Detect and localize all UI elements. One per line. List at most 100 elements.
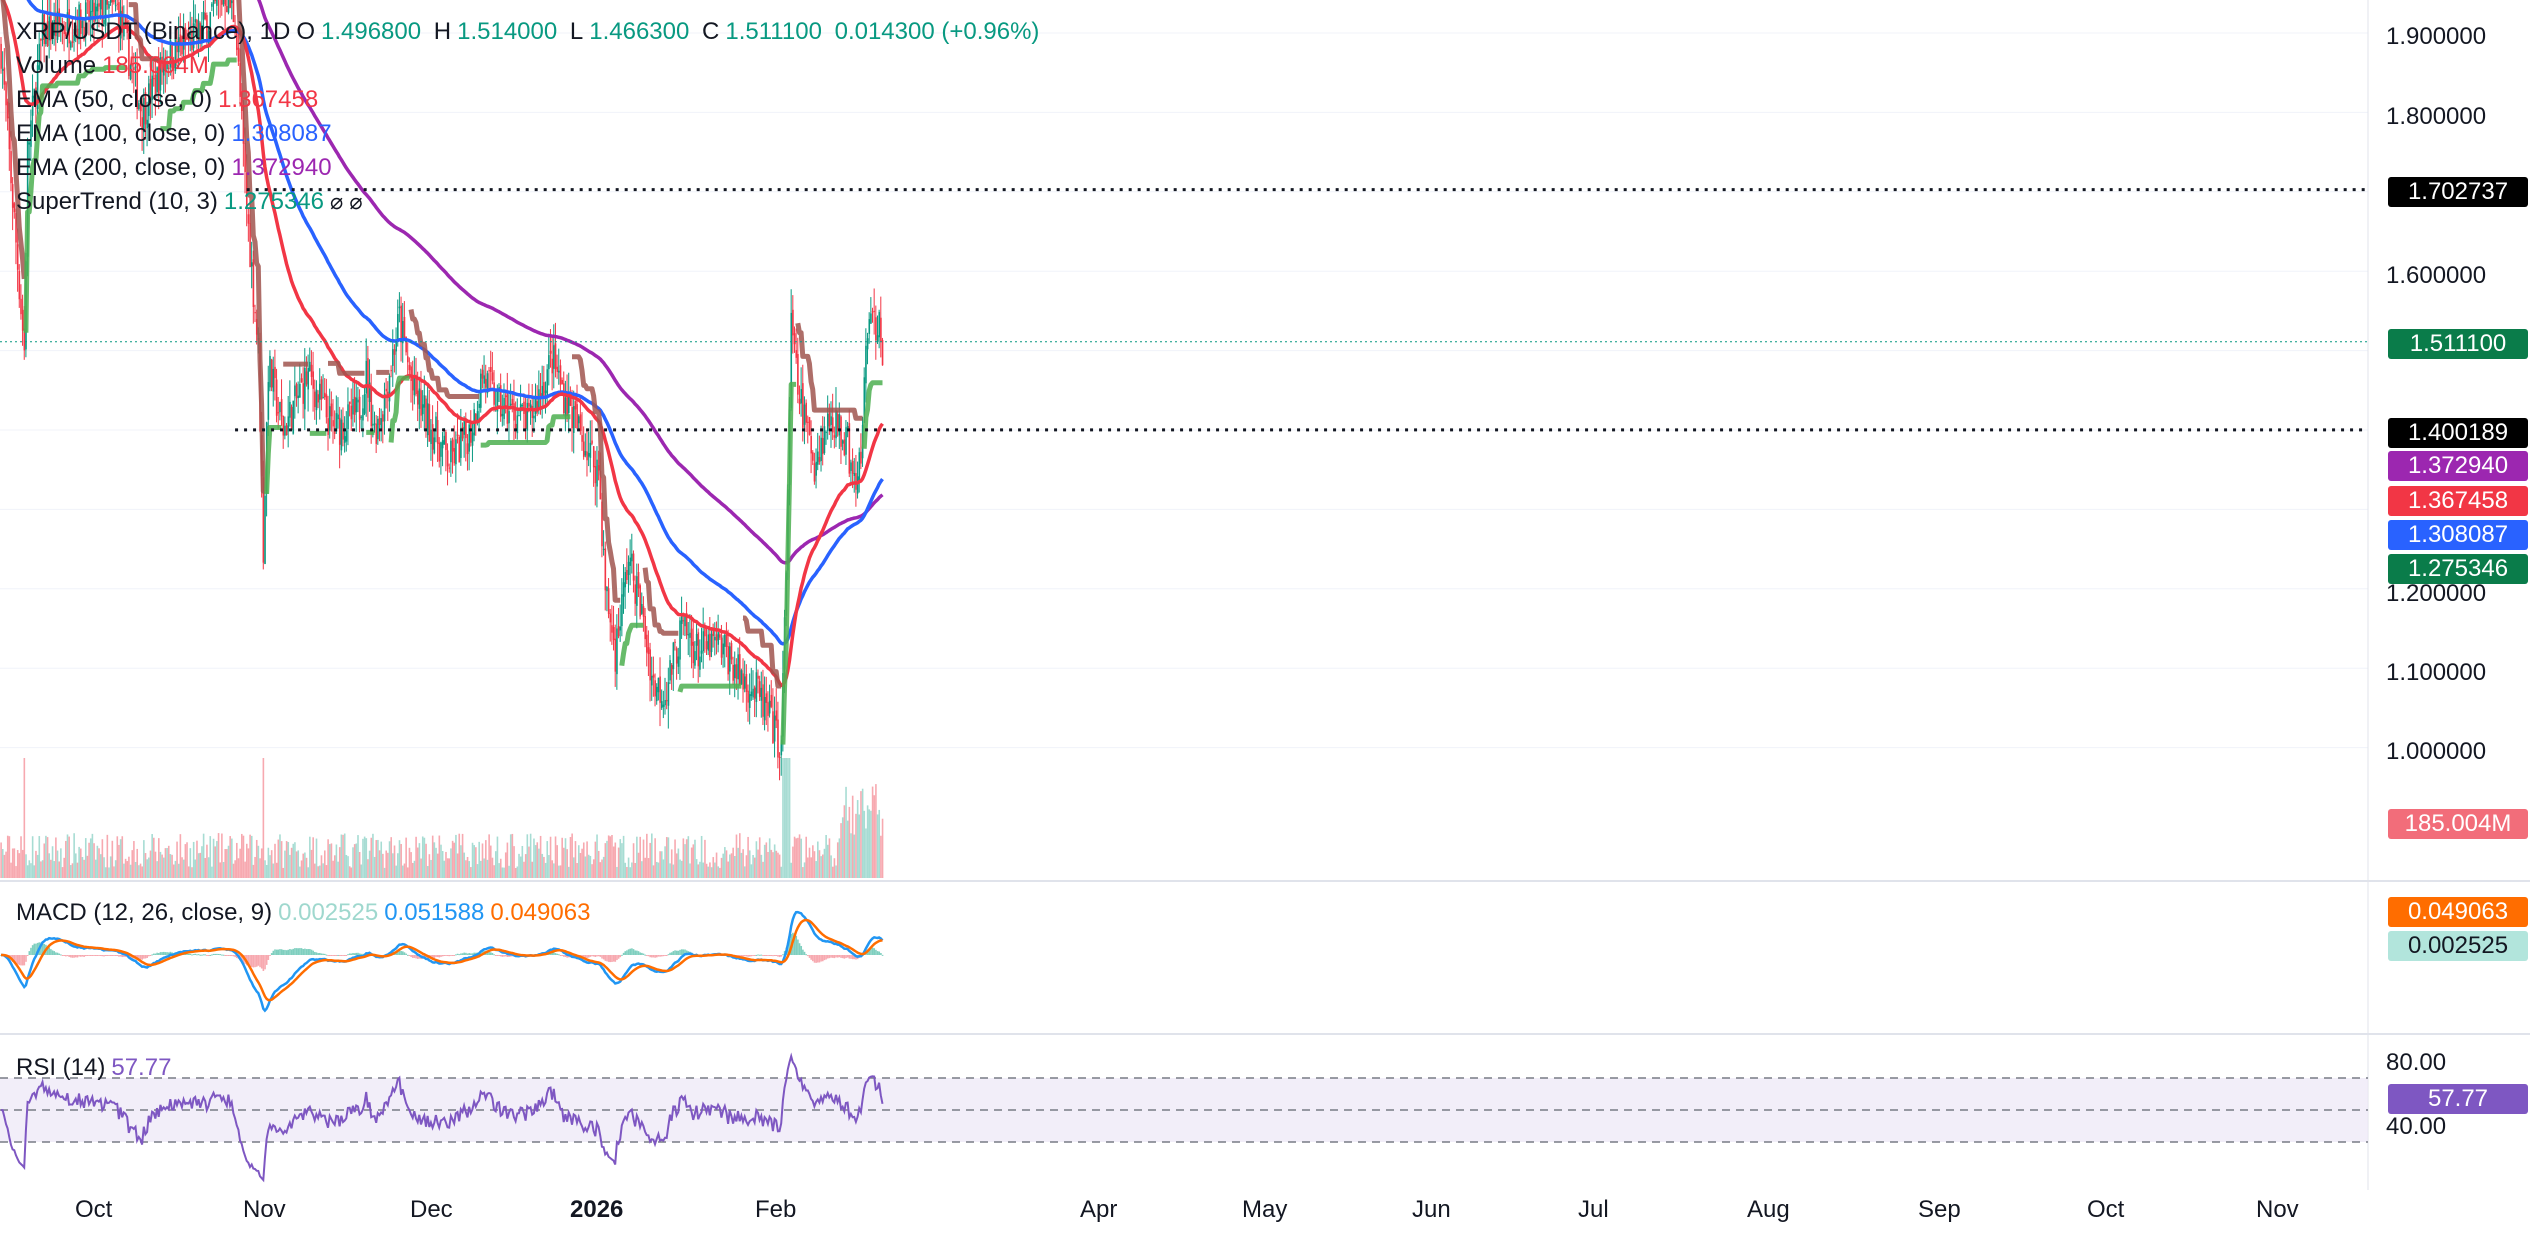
candle-body — [164, 62, 167, 71]
volume-bar — [337, 861, 339, 878]
macd-hist-bar — [672, 951, 675, 955]
supertrend-price-tag: 1.275346 — [2388, 554, 2528, 584]
candle-body — [15, 213, 17, 243]
close-label: C — [702, 18, 720, 45]
volume-bar — [561, 837, 563, 878]
volume-bar — [234, 860, 236, 878]
rsi-legend[interactable]: RSI (14) 57.77 — [16, 1051, 177, 1085]
support-price-tag: 1.400189 — [2388, 418, 2528, 448]
ema200-legend[interactable]: EMA (200, close, 0) 1.372940 — [16, 151, 338, 185]
candle-body — [377, 418, 379, 440]
macd-hist-bar — [561, 955, 563, 956]
candle-body — [430, 429, 432, 445]
macd-hist-bar — [212, 953, 215, 955]
macd-hist-bar — [196, 954, 198, 956]
macd-hist-bar — [757, 954, 759, 956]
candle-body — [558, 370, 560, 373]
macd-hist-bar — [15, 955, 17, 964]
volume-bar — [53, 861, 56, 878]
volume-bar — [257, 845, 260, 878]
macd-hist-bar — [636, 950, 638, 955]
symbol-title[interactable]: XRP/USDT (Binance), 1D — [16, 18, 291, 45]
volume-bar — [473, 845, 475, 878]
macd-hist-bar — [642, 953, 645, 955]
macd-hist-bar — [446, 955, 449, 957]
candle-body — [866, 338, 869, 350]
macd-hist-bar — [831, 955, 834, 958]
ema50-legend[interactable]: EMA (50, close, 0) 1.367458 — [16, 83, 324, 117]
candle-body — [622, 582, 625, 597]
candle-body — [167, 67, 170, 70]
candle-body — [372, 423, 374, 426]
rsi-tag: 57.77 — [2388, 1084, 2528, 1114]
candle-body — [592, 446, 595, 468]
macd-hist-bar — [143, 955, 145, 959]
candle-body — [627, 561, 630, 576]
supertrend-legend[interactable]: SuperTrend (10, 3) 1.275346 ⌀ ⌀ — [16, 185, 369, 219]
volume-bar — [851, 795, 854, 878]
macd-hist-bar — [149, 955, 152, 956]
candle-body — [541, 385, 544, 397]
macd-hist-bar — [611, 955, 613, 962]
volume-bar — [58, 861, 60, 878]
candle-body — [835, 410, 837, 439]
volume-bar — [242, 835, 245, 878]
volume-bar — [584, 856, 587, 878]
volume-bar — [870, 810, 872, 878]
macd-hist-bar — [78, 955, 80, 957]
macd-hist-bar — [778, 955, 781, 958]
x-tick: Apr — [1080, 1196, 1117, 1223]
macd-hist-bar — [144, 955, 147, 959]
candle-body — [1, 69, 4, 71]
volume-bar — [748, 850, 751, 878]
volume-bar — [254, 856, 256, 878]
candle-body — [388, 375, 391, 402]
volume-bar — [724, 847, 726, 878]
candle-body — [408, 365, 411, 371]
volume-bar — [342, 834, 344, 878]
candle-body — [621, 594, 623, 627]
volume-bar — [343, 833, 346, 878]
volume-legend[interactable]: Volume 185.004M — [16, 49, 215, 83]
volume-bar — [158, 838, 160, 878]
macd-hist-bar — [753, 955, 756, 956]
candle-body — [214, 0, 217, 1]
volume-bar — [631, 862, 633, 878]
volume-bar — [148, 857, 150, 878]
supertrend-line — [642, 567, 680, 636]
volume-bar — [237, 858, 240, 878]
volume-bar — [15, 866, 17, 878]
candle-body — [443, 435, 446, 445]
ema100-legend[interactable]: EMA (100, close, 0) 1.308087 — [16, 117, 338, 151]
macd-hist-bar — [314, 951, 316, 955]
candle-body — [328, 406, 331, 431]
macd-hist-bar — [320, 953, 323, 955]
candle-body — [707, 634, 710, 651]
volume-bar — [664, 846, 666, 878]
macd-legend[interactable]: MACD (12, 26, close, 9) 0.002525 0.051588 0… — [16, 896, 596, 930]
high-value: 1.514000 — [457, 18, 558, 45]
symbol-header[interactable]: XRP/USDT (Binance), 1D O 1.496800 H 1.51400… — [16, 15, 1045, 49]
candle-body — [483, 375, 485, 384]
volume-bar — [518, 853, 520, 878]
candle-body — [392, 349, 394, 366]
candle-body — [73, 34, 75, 41]
macd-hist-bar — [106, 955, 109, 956]
supertrend-line — [128, 2, 160, 62]
candle-body — [584, 451, 587, 456]
volume-bar — [712, 857, 715, 878]
volume-bar — [734, 855, 736, 878]
supertrend-line — [742, 615, 782, 689]
macd-hist-bar — [438, 955, 441, 958]
volume-bar — [282, 867, 285, 878]
volume-bar — [226, 849, 228, 878]
volume-bar — [730, 853, 733, 878]
candle-body — [320, 379, 323, 400]
volume-bar — [41, 860, 44, 878]
candle-body — [360, 416, 363, 418]
volume-bar — [133, 841, 135, 878]
volume-bar — [498, 863, 500, 878]
macd-hist-bar — [843, 955, 846, 959]
volume-bar — [224, 849, 226, 878]
